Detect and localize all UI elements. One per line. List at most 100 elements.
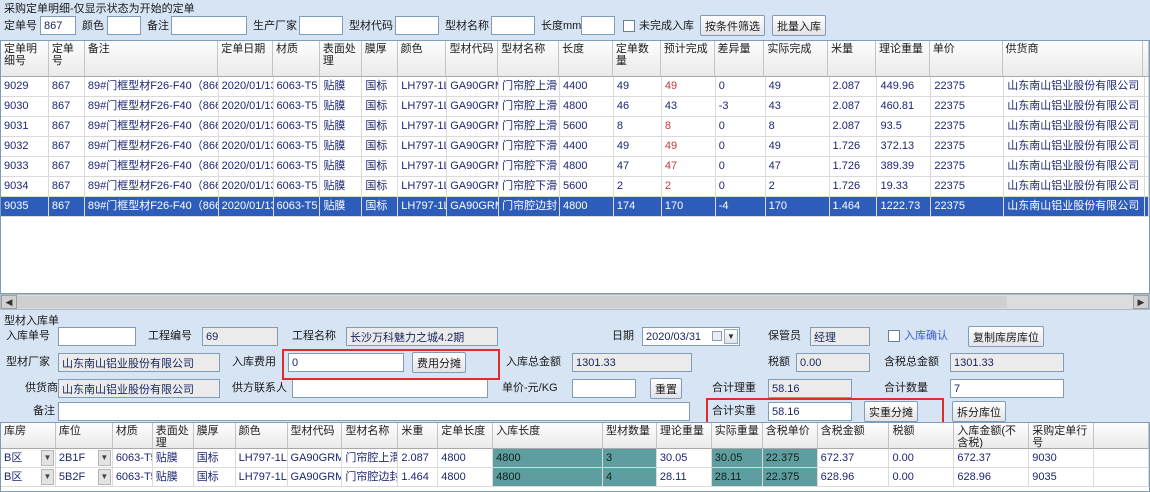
remark-input[interactable] (58, 402, 690, 421)
column-header[interactable]: 预计完成 (660, 41, 715, 77)
table-header-row: 定单明细号 定单号 备注 定单日期 材质 表面处理 膜厚 颜色 型材代码 型材名称 长度 定单数量 预计… (1, 41, 1149, 77)
copy-warehouse-button[interactable]: 复制库房库位 (968, 326, 1044, 347)
column-header[interactable]: 理论重量 (876, 41, 930, 77)
column-header[interactable]: 差异量 (714, 41, 765, 77)
column-header[interactable] (1094, 423, 1149, 449)
horizontal-scrollbar[interactable]: ◀ ▶ (0, 294, 1150, 310)
column-header[interactable]: 膜厚 (193, 423, 236, 449)
column-header[interactable]: 米量 (828, 41, 876, 77)
column-header[interactable]: 供货商 (1002, 41, 1144, 77)
column-header[interactable]: 型材代码 (287, 423, 343, 449)
grid-cell: 43 (661, 97, 716, 117)
column-header[interactable] (1143, 41, 1149, 77)
receipt-no-input[interactable] (58, 327, 136, 346)
remark-filter-input[interactable] (171, 16, 247, 35)
column-header[interactable]: 膜厚 (361, 41, 398, 77)
profile-name-filter-input[interactable] (491, 16, 535, 35)
actual-weight-input[interactable] (768, 402, 852, 421)
length-filter-input[interactable] (581, 16, 615, 35)
order-no-input[interactable] (40, 16, 76, 35)
total-qty-input[interactable] (950, 379, 1064, 398)
column-header[interactable]: 税额 (889, 423, 955, 449)
table-row[interactable]: 903086789#门框型材F26-F40（866+867）2020/01/13… (1, 97, 1149, 117)
fee-input[interactable] (288, 353, 404, 372)
table-row[interactable]: 903486789#门框型材F26-F40（866+867）2020/01/13… (1, 177, 1149, 197)
maker-filter-input[interactable] (299, 16, 343, 35)
column-header[interactable]: 采购定单行号 (1029, 423, 1095, 449)
project-name-input[interactable] (346, 327, 498, 346)
grid-cell: 门帘腔下滑 (499, 177, 561, 197)
column-header[interactable]: 实际重量 (711, 423, 763, 449)
column-header[interactable]: 型材名称 (498, 41, 560, 77)
table-row[interactable]: B区▼2B1F▼6063-T5贴膜国标LH797-1LL0GA90GRM03门帘… (1, 449, 1149, 468)
scrollbar-thumb[interactable] (17, 296, 1007, 308)
calendar-dropdown-icon[interactable]: ▼ (724, 329, 738, 344)
inbound-confirm-checkbox[interactable] (888, 330, 900, 342)
column-header[interactable]: 定单日期 (218, 41, 274, 77)
column-header[interactable]: 定单数量 (612, 41, 661, 77)
chevron-down-icon[interactable]: ▼ (40, 450, 54, 466)
column-header[interactable]: 定单号 (48, 41, 85, 77)
column-header[interactable]: 理论重量 (656, 423, 712, 449)
table-row[interactable]: 903286789#门框型材F26-F40（866+867）2020/01/13… (1, 137, 1149, 157)
column-header[interactable]: 定单长度 (438, 423, 494, 449)
table-row[interactable]: 903586789#门框型材F26-F40（866+867）2020/01/13… (1, 197, 1149, 217)
column-header[interactable]: 型材数量 (602, 423, 657, 449)
column-header[interactable]: 库位 (55, 423, 113, 449)
column-header[interactable]: 长度 (559, 41, 613, 77)
fee-allocate-button[interactable]: 费用分摊 (412, 352, 466, 373)
column-header[interactable]: 材质 (112, 423, 153, 449)
keeper-input[interactable] (810, 327, 870, 346)
batch-inbound-button[interactable]: 批量入库 (772, 15, 826, 36)
grid-cell: 国标 (193, 449, 236, 468)
chevron-down-icon[interactable]: ▼ (97, 469, 111, 485)
theory-weight-input[interactable] (768, 379, 852, 398)
column-header[interactable]: 备注 (84, 41, 219, 77)
table-row[interactable]: 902986789#门框型材F26-F40（866+867）2020/01/13… (1, 77, 1149, 97)
filter-by-condition-button[interactable]: 按条件筛选 (700, 15, 765, 36)
scroll-left-icon[interactable]: ◀ (1, 295, 17, 309)
grid-cell: 867 (48, 97, 85, 117)
tax-input[interactable] (796, 353, 870, 372)
unit-price-input[interactable] (572, 379, 636, 398)
column-header[interactable]: 入库长度 (493, 423, 603, 449)
project-no-input[interactable] (202, 327, 278, 346)
grid-cell: LH797-1LL0 (235, 449, 288, 468)
contact-input[interactable] (292, 379, 488, 398)
scroll-right-icon[interactable]: ▶ (1133, 295, 1149, 309)
total-with-tax-input[interactable] (950, 353, 1064, 372)
column-header[interactable]: 表面处理 (152, 423, 194, 449)
color-filter-input[interactable] (107, 16, 141, 35)
column-header[interactable]: 实际完成 (764, 41, 829, 77)
factory-input[interactable] (58, 353, 220, 372)
table-row[interactable]: B区▼5B2F▼6063-T5贴膜国标LH797-1LL0GA90GRM05门帘… (1, 468, 1149, 487)
table-row[interactable]: 903186789#门框型材F26-F40（866+867）2020/01/13… (1, 117, 1149, 137)
column-header[interactable]: 库房 (1, 423, 56, 449)
column-header[interactable]: 米重 (398, 423, 439, 449)
column-header[interactable]: 型材代码 (446, 41, 499, 77)
column-header[interactable]: 表面处理 (319, 41, 362, 77)
column-header[interactable]: 入库金额(不含税) (954, 423, 1030, 449)
chevron-down-icon[interactable]: ▼ (40, 469, 54, 485)
column-header[interactable]: 颜色 (397, 41, 447, 77)
column-header[interactable]: 型材名称 (342, 423, 399, 449)
actual-allocate-button[interactable]: 实重分摊 (864, 401, 918, 422)
column-header[interactable]: 含税单价 (762, 423, 818, 449)
grid-cell: 30.05 (711, 449, 763, 468)
split-location-button[interactable]: 拆分库位 (952, 401, 1006, 422)
column-header[interactable]: 颜色 (235, 423, 288, 449)
column-header[interactable]: 定单明细号 (1, 41, 49, 77)
reset-button[interactable]: 重置 (650, 378, 682, 399)
total-amount-input[interactable] (572, 353, 692, 372)
unfinished-checkbox[interactable] (623, 20, 635, 32)
column-header[interactable]: 含税金额 (817, 423, 890, 449)
grid-cell: 1.726 (829, 157, 878, 177)
table-row[interactable]: 903386789#门框型材F26-F40（866+867）2020/01/13… (1, 157, 1149, 177)
chevron-down-icon[interactable]: ▼ (97, 450, 111, 466)
column-header[interactable]: 单价 (929, 41, 1003, 77)
grid-cell: 1.464 (829, 197, 878, 217)
grid-cell: 门帘腔上滑 (499, 77, 561, 97)
profile-code-filter-input[interactable] (395, 16, 439, 35)
supplier-input[interactable] (58, 379, 220, 398)
column-header[interactable]: 材质 (273, 41, 320, 77)
